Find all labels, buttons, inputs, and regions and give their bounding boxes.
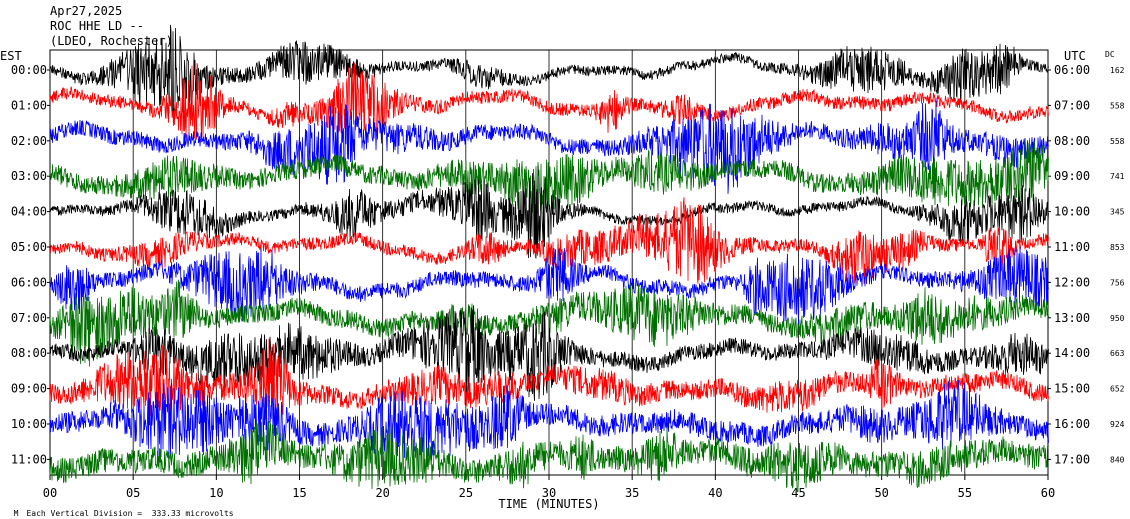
dc-value-label: 741 <box>1110 172 1125 181</box>
seismic-trace <box>49 279 1049 367</box>
est-time-label: 01:00 <box>11 98 47 112</box>
dc-value-label: 840 <box>1110 455 1125 464</box>
x-tick-label: 45 <box>791 486 805 500</box>
est-time-label: 08:00 <box>11 346 47 360</box>
dc-value-label: 663 <box>1110 349 1125 358</box>
x-tick-label: 05 <box>126 486 140 500</box>
header-date: Apr27,2025 <box>50 4 123 18</box>
x-tick-label: 60 <box>1041 486 1055 500</box>
est-time-label: 03:00 <box>11 169 47 183</box>
x-axis-label: TIME (MINUTES) <box>498 497 599 511</box>
utc-time-label: 16:00 <box>1054 417 1090 431</box>
seismic-trace <box>49 379 1049 461</box>
est-time-label: 09:00 <box>11 382 47 396</box>
x-tick-label: 25 <box>459 486 473 500</box>
right-axis-title: UTC <box>1064 49 1086 63</box>
utc-time-label: 09:00 <box>1054 169 1090 183</box>
seismic-trace <box>49 62 1049 143</box>
est-time-label: 00:00 <box>11 63 47 77</box>
seismic-trace <box>49 97 1049 195</box>
utc-time-label: 12:00 <box>1054 275 1090 289</box>
utc-time-label: 08:00 <box>1054 134 1090 148</box>
utc-time-label: 17:00 <box>1054 452 1090 466</box>
footer-mark: M <box>13 509 19 518</box>
x-tick-label: 35 <box>625 486 639 500</box>
scale-note-text: Each Vertical Division = 333.33 microvol… <box>26 509 234 518</box>
seismic-trace <box>49 165 1049 259</box>
seismic-trace <box>49 246 1049 325</box>
est-time-label: 10:00 <box>11 417 47 431</box>
dc-value-label: 558 <box>1110 101 1125 110</box>
utc-time-label: 07:00 <box>1054 98 1090 112</box>
est-time-label: 06:00 <box>11 275 47 289</box>
dc-value-label: 950 <box>1110 314 1125 323</box>
dc-value-label: 924 <box>1110 420 1125 429</box>
x-tick-label: 55 <box>958 486 972 500</box>
utc-time-label: 11:00 <box>1054 240 1090 254</box>
est-time-label: 07:00 <box>11 311 47 325</box>
utc-time-label: 06:00 <box>1054 63 1090 77</box>
scale-note: M Each Vertical Division = 333.33 microvo… <box>4 500 234 518</box>
seismic-trace <box>49 420 1049 493</box>
est-time-label: 11:00 <box>11 452 47 466</box>
x-tick-label: 00 <box>43 486 57 500</box>
x-tick-label: 30 <box>542 486 556 500</box>
est-time-label: 04:00 <box>11 205 47 219</box>
dc-value-label: 756 <box>1110 278 1125 287</box>
est-time-label: 05:00 <box>11 240 47 254</box>
header-network: (LDEO, Rochester) <box>50 34 173 48</box>
seismic-trace <box>49 24 1049 116</box>
dc-value-label: 345 <box>1110 208 1125 217</box>
left-axis-title: EST <box>0 49 22 63</box>
x-tick-label: 20 <box>375 486 389 500</box>
dc-title: DC <box>1105 50 1115 59</box>
est-time-label: 02:00 <box>11 134 47 148</box>
dc-value-label: 853 <box>1110 243 1125 252</box>
dc-value-label: 652 <box>1110 385 1125 394</box>
x-tick-label: 10 <box>209 486 223 500</box>
utc-time-label: 14:00 <box>1054 346 1090 360</box>
header-station: ROC HHE LD -- <box>50 19 144 33</box>
x-tick-label: 40 <box>708 486 722 500</box>
seismic-trace <box>49 197 1049 284</box>
utc-time-label: 10:00 <box>1054 205 1090 219</box>
seismic-trace <box>49 305 1049 401</box>
dc-value-label: 558 <box>1110 137 1125 146</box>
seismic-trace <box>49 338 1049 424</box>
utc-time-label: 15:00 <box>1054 382 1090 396</box>
utc-time-label: 13:00 <box>1054 311 1090 325</box>
x-tick-label: 15 <box>292 486 306 500</box>
seismic-trace <box>49 138 1049 216</box>
dc-value-label: 162 <box>1110 66 1125 75</box>
x-tick-label: 50 <box>874 486 888 500</box>
